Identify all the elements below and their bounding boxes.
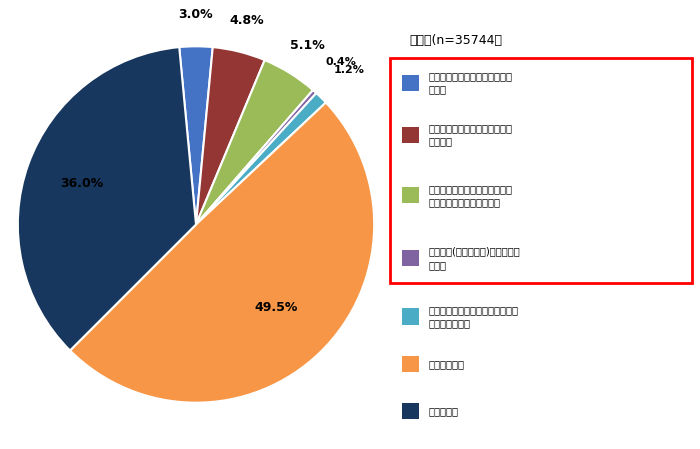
Text: 4.8%: 4.8% (230, 14, 265, 27)
Text: 上記には該当しないがテレワーク
等を認めている: 上記には該当しないがテレワーク 等を認めている (428, 305, 519, 328)
Text: 0.4%: 0.4% (326, 57, 356, 67)
Text: 3.0%: 3.0% (178, 8, 214, 21)
Text: 試行実験(トライアル)をおこなっ
ている: 試行実験(トライアル)をおこなっ ている (428, 247, 520, 270)
Text: 雇用者(n=35744）: 雇用者(n=35744） (410, 34, 503, 47)
Wedge shape (18, 47, 196, 351)
Wedge shape (70, 102, 375, 403)
Text: 5.1%: 5.1% (290, 40, 324, 53)
Wedge shape (196, 60, 313, 224)
Text: 36.0%: 36.0% (60, 177, 104, 190)
Wedge shape (196, 47, 265, 224)
Text: 認めていない: 認めていない (428, 359, 464, 369)
Text: 一部の社員を対象にテレワーク
等が規定: 一部の社員を対象にテレワーク 等が規定 (428, 123, 512, 146)
Text: 49.5%: 49.5% (255, 301, 298, 314)
Wedge shape (196, 90, 316, 224)
Text: 制度はないが会社や上司などが
テレワーク等を認めている: 制度はないが会社や上司などが テレワーク等を認めている (428, 184, 512, 207)
Wedge shape (196, 93, 326, 224)
Text: 1.2%: 1.2% (333, 65, 364, 75)
Wedge shape (179, 46, 213, 224)
Text: 社員全員を対象にテレワーク等
が規定: 社員全員を対象にテレワーク等 が規定 (428, 71, 512, 95)
Text: わからない: わからない (428, 406, 458, 416)
